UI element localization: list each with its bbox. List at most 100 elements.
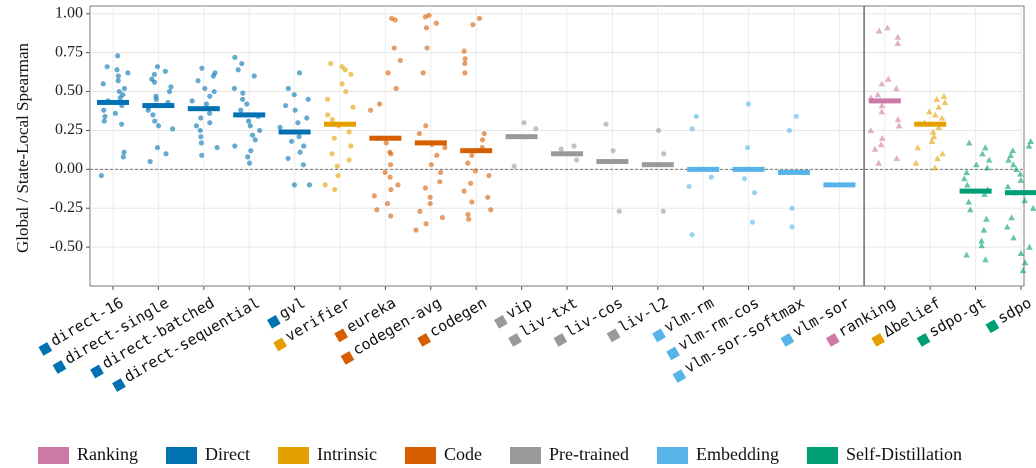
data-point-Δbelief — [914, 144, 922, 151]
data-point-codegen-avg — [423, 123, 429, 129]
x-tick-group-square — [334, 328, 349, 343]
data-point-Δbelief — [930, 133, 938, 140]
data-point-sdpo — [1013, 166, 1020, 172]
data-point-sdpo — [1008, 214, 1015, 221]
data-point-direct-batched — [197, 127, 203, 134]
data-point-ranking — [894, 116, 902, 123]
legend: Ranking Direct Intrinsic Code Pre-trained Emb… — [38, 444, 962, 464]
x-tick-group-square — [38, 342, 53, 356]
data-point-verifier — [346, 157, 352, 163]
data-point-eureka — [382, 169, 388, 176]
data-point-ranking — [878, 102, 886, 109]
data-point-sdpo — [1027, 138, 1034, 144]
data-point-direct-sequential — [238, 107, 244, 113]
mean-bar-direct-sequential — [233, 112, 266, 118]
data-point-direct-batched — [199, 65, 205, 71]
data-point-direct-sequential — [247, 123, 253, 129]
data-point-eureka — [367, 107, 374, 113]
legend-entry: Embedding — [696, 444, 779, 464]
mean-bar-liv-txt — [551, 151, 583, 157]
x-tick-group-square — [780, 333, 795, 347]
data-point-Δbelief — [912, 159, 920, 166]
data-point-direct-sequential — [248, 148, 254, 154]
data-point-codegen — [462, 70, 468, 76]
data-point-direct-sequential — [249, 132, 256, 138]
data-point-vip — [533, 126, 539, 132]
x-tick-group-square — [508, 333, 522, 347]
data-point-vlm-rm-cos — [741, 176, 748, 182]
data-point-Δbelief — [938, 114, 946, 121]
legend-swatch — [806, 447, 838, 464]
data-point-sdpo-gt — [960, 175, 968, 182]
data-point-eureka — [377, 101, 383, 107]
data-point-gvl — [306, 182, 313, 188]
data-point-eureka — [391, 45, 397, 51]
data-point-Δbelief — [935, 124, 942, 130]
data-point-gvl — [291, 92, 297, 98]
data-point-codegen-avg — [439, 214, 446, 221]
data-point-liv-l2 — [655, 127, 662, 134]
mean-bar-vip — [505, 134, 538, 140]
data-point-sdpo-gt — [966, 206, 974, 213]
x-tick-group-square — [340, 351, 355, 365]
x-tick-group-square — [825, 333, 840, 347]
legend-entry: Pre-trained — [549, 444, 629, 464]
data-point-direct-single — [150, 112, 156, 118]
data-point-direct-16 — [114, 67, 120, 73]
data-point-sdpo — [1021, 259, 1029, 266]
data-point-vlm-rm — [689, 232, 695, 238]
data-point-vlm-rm-cos — [745, 101, 752, 107]
legend-swatch — [404, 447, 436, 464]
data-point-direct-batched — [198, 134, 204, 140]
data-point-verifier — [329, 116, 335, 123]
data-point-codegen-avg — [420, 70, 426, 76]
data-point-codegen-avg — [428, 162, 434, 168]
x-tick-group-square — [871, 333, 885, 347]
x-tick-group-square — [672, 369, 687, 383]
data-point-eureka — [374, 207, 380, 213]
mean-bar-verifier — [324, 121, 356, 127]
data-point-verifier — [322, 182, 328, 188]
data-point-verifier — [348, 71, 354, 78]
data-point-vlm-rm — [693, 113, 699, 120]
data-point-gvl — [285, 85, 291, 92]
data-point-sdpo-gt — [963, 169, 970, 176]
data-point-direct-sequential — [251, 73, 257, 79]
legend-entry: Code — [444, 444, 482, 464]
y-axis-label: Global / State-Local Spearman — [13, 42, 32, 253]
data-point-Δbelief — [931, 111, 939, 118]
data-point-vlm-rm — [686, 183, 692, 190]
legend-swatch — [277, 447, 309, 464]
data-point-direct-16 — [98, 172, 104, 179]
legend-entry: Intrinsic — [317, 444, 377, 464]
mean-bar-vlm-sor-softmax — [778, 169, 810, 175]
mean-bar-codegen — [460, 148, 493, 154]
data-point-codegen — [468, 180, 474, 186]
legend-swatch — [509, 447, 541, 464]
y-tick-label: 0.00 — [55, 160, 83, 177]
x-tick-sdpo: sdpo — [985, 294, 1035, 334]
data-point-ranking — [894, 40, 902, 46]
data-point-Δbelief — [934, 155, 941, 162]
data-point-direct-single — [152, 118, 158, 124]
data-point-codegen-avg — [416, 130, 422, 137]
data-point-codegen — [481, 130, 487, 137]
data-point-codegen — [470, 22, 476, 28]
data-point-direct-16 — [112, 110, 118, 116]
data-point-vlm-rm — [689, 126, 695, 132]
mean-bar-gvl — [278, 129, 311, 135]
data-point-direct-sequential — [257, 127, 263, 134]
data-point-codegen — [485, 194, 491, 200]
data-point-gvl — [296, 134, 302, 140]
y-tick-label: 1.00 — [55, 4, 83, 21]
data-point-verifier — [325, 112, 331, 118]
data-point-sdpo — [1017, 176, 1025, 183]
data-point-codegen-avg — [413, 227, 419, 233]
data-point-Δbelief — [941, 99, 949, 106]
data-point-gvl — [288, 138, 295, 144]
mean-bar-liv-cos — [596, 159, 629, 165]
data-point-ranking — [871, 145, 879, 152]
data-point-codegen-avg — [437, 169, 444, 176]
data-point-vip — [511, 163, 517, 169]
